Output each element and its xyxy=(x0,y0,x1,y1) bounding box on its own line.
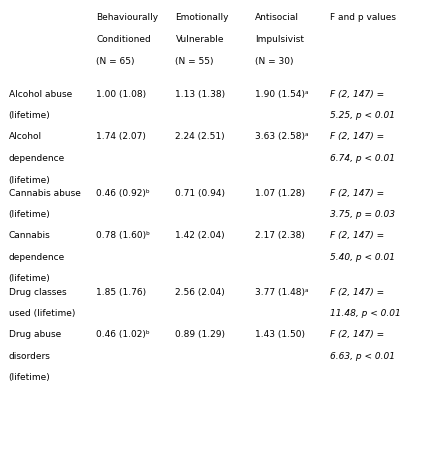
Text: 5.25, p < 0.01: 5.25, p < 0.01 xyxy=(330,111,395,120)
Text: 11.48, p < 0.01: 11.48, p < 0.01 xyxy=(330,309,400,318)
Text: Emotionally: Emotionally xyxy=(175,14,229,22)
Text: disorders: disorders xyxy=(9,352,51,361)
Text: 3.77 (1.48)ᵃ: 3.77 (1.48)ᵃ xyxy=(255,288,308,297)
Text: used (lifetime): used (lifetime) xyxy=(9,309,75,318)
Text: (lifetime): (lifetime) xyxy=(9,111,51,120)
Text: 5.40, p < 0.01: 5.40, p < 0.01 xyxy=(330,253,395,262)
Text: F (2, 147) =: F (2, 147) = xyxy=(330,189,383,198)
Text: dependence: dependence xyxy=(9,253,65,262)
Text: Alcohol abuse: Alcohol abuse xyxy=(9,90,72,99)
Text: (lifetime): (lifetime) xyxy=(9,373,51,382)
Text: Antisocial: Antisocial xyxy=(255,14,299,22)
Text: Cannabis abuse: Cannabis abuse xyxy=(9,189,80,198)
Text: F (2, 147) =: F (2, 147) = xyxy=(330,132,383,141)
Text: Drug abuse: Drug abuse xyxy=(9,330,61,339)
Text: 0.46 (0.92)ᵇ: 0.46 (0.92)ᵇ xyxy=(96,189,150,198)
Text: 2.56 (2.04): 2.56 (2.04) xyxy=(175,288,225,297)
Text: F and p values: F and p values xyxy=(330,14,395,22)
Text: dependence: dependence xyxy=(9,154,65,163)
Text: Cannabis: Cannabis xyxy=(9,231,51,240)
Text: 1.07 (1.28): 1.07 (1.28) xyxy=(255,189,305,198)
Text: (lifetime): (lifetime) xyxy=(9,274,51,284)
Text: 1.42 (2.04): 1.42 (2.04) xyxy=(175,231,225,240)
Text: (N = 30): (N = 30) xyxy=(255,57,293,66)
Text: (N = 65): (N = 65) xyxy=(96,57,135,66)
Text: 0.89 (1.29): 0.89 (1.29) xyxy=(175,330,226,339)
Text: Conditioned: Conditioned xyxy=(96,35,151,44)
Text: Vulnerable: Vulnerable xyxy=(175,35,224,44)
Text: 6.63, p < 0.01: 6.63, p < 0.01 xyxy=(330,352,395,361)
Text: 2.17 (2.38): 2.17 (2.38) xyxy=(255,231,305,240)
Text: (lifetime): (lifetime) xyxy=(9,210,51,219)
Text: F (2, 147) =: F (2, 147) = xyxy=(330,90,383,99)
Text: 1.85 (1.76): 1.85 (1.76) xyxy=(96,288,146,297)
Text: 3.75, p = 0.03: 3.75, p = 0.03 xyxy=(330,210,395,219)
Text: (lifetime): (lifetime) xyxy=(9,176,51,184)
Text: 0.46 (1.02)ᵇ: 0.46 (1.02)ᵇ xyxy=(96,330,150,339)
Text: 0.78 (1.60)ᵇ: 0.78 (1.60)ᵇ xyxy=(96,231,150,240)
Text: Impulsivist: Impulsivist xyxy=(255,35,303,44)
Text: F (2, 147) =: F (2, 147) = xyxy=(330,231,383,240)
Text: 1.74 (2.07): 1.74 (2.07) xyxy=(96,132,146,141)
Text: 1.43 (1.50): 1.43 (1.50) xyxy=(255,330,305,339)
Text: 3.63 (2.58)ᵃ: 3.63 (2.58)ᵃ xyxy=(255,132,308,141)
Text: 1.13 (1.38): 1.13 (1.38) xyxy=(175,90,226,99)
Text: 2.24 (2.51): 2.24 (2.51) xyxy=(175,132,225,141)
Text: F (2, 147) =: F (2, 147) = xyxy=(330,288,383,297)
Text: 1.90 (1.54)ᵃ: 1.90 (1.54)ᵃ xyxy=(255,90,308,99)
Text: (N = 55): (N = 55) xyxy=(175,57,214,66)
Text: Alcohol: Alcohol xyxy=(9,132,42,141)
Text: Drug classes: Drug classes xyxy=(9,288,66,297)
Text: 1.00 (1.08): 1.00 (1.08) xyxy=(96,90,146,99)
Text: 0.71 (0.94): 0.71 (0.94) xyxy=(175,189,226,198)
Text: Behaviourally: Behaviourally xyxy=(96,14,158,22)
Text: 6.74, p < 0.01: 6.74, p < 0.01 xyxy=(330,154,395,163)
Text: F (2, 147) =: F (2, 147) = xyxy=(330,330,383,339)
